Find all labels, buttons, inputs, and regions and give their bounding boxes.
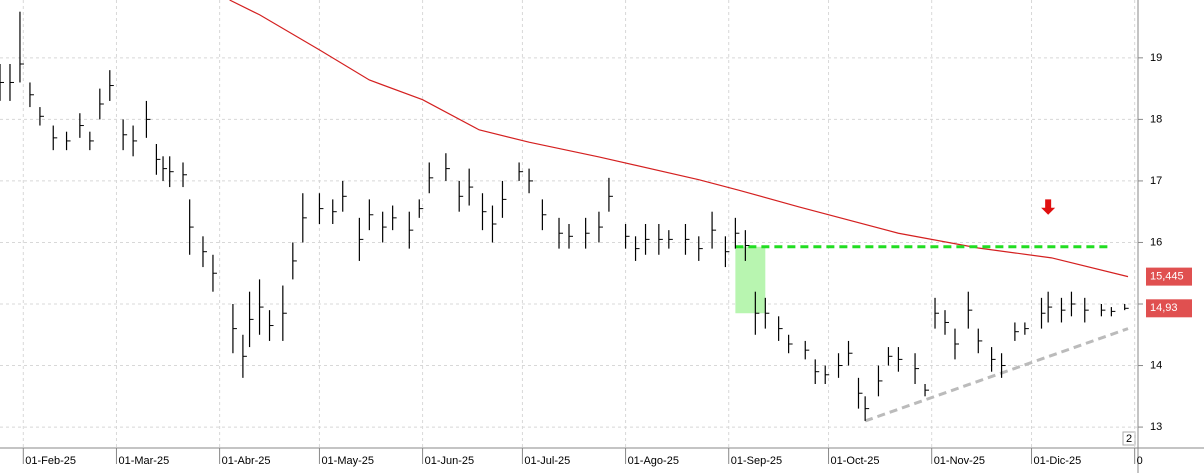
y-tick-label: 14 bbox=[1150, 359, 1162, 371]
price-tag bbox=[1146, 299, 1192, 318]
y-tick-label: 19 bbox=[1150, 52, 1162, 64]
x-tick-label: 01-May-25 bbox=[321, 455, 374, 467]
x-tick-label: 01-Sep-25 bbox=[731, 455, 782, 467]
x-tick-label: 01-Jun-25 bbox=[425, 455, 475, 467]
gap-zone bbox=[735, 246, 766, 314]
x-tick-label: 01-Oct-25 bbox=[831, 455, 880, 467]
x-tick-label: 01-Nov-25 bbox=[934, 455, 985, 467]
x-tick-label: 01-Dic-25 bbox=[1034, 455, 1082, 467]
y-tick-label: 17 bbox=[1150, 175, 1162, 187]
x-tick-label: 01-Jul-25 bbox=[524, 455, 570, 467]
x-tick-label: 01-Mar-25 bbox=[118, 455, 169, 467]
y-tick-label: 13 bbox=[1150, 421, 1162, 433]
x-tick-label: 01-Ago-25 bbox=[628, 455, 679, 467]
moving-average bbox=[229, 0, 1129, 278]
panel-label: 2 bbox=[1126, 433, 1132, 445]
trendline bbox=[864, 327, 1129, 423]
price-tag-label: 15,445 bbox=[1150, 271, 1184, 283]
arrow bbox=[1041, 199, 1056, 215]
price-tag bbox=[1146, 267, 1192, 286]
price-tag-label: 14,93 bbox=[1150, 302, 1178, 314]
x-tick-label: 0 bbox=[1137, 455, 1143, 467]
y-tick-label: 18 bbox=[1150, 113, 1162, 125]
x-tick-label: 01-Abr-25 bbox=[222, 455, 271, 467]
y-tick-label: 16 bbox=[1150, 236, 1162, 248]
x-tick-label: 01-Feb-25 bbox=[25, 455, 76, 467]
